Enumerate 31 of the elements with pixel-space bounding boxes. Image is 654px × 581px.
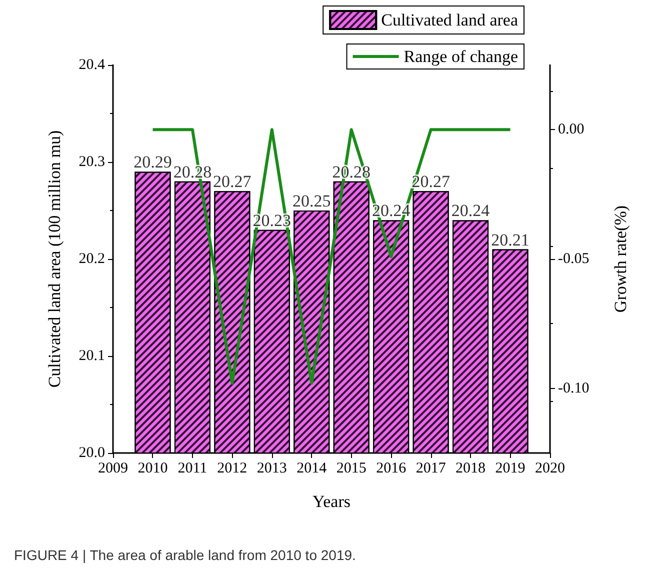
y2-tick-label: -0.10 (558, 380, 590, 396)
data-label: 20.27 (213, 172, 252, 192)
x-tick-label: 2018 (456, 460, 486, 476)
y-tick-label: 20.1 (78, 348, 105, 364)
y-axis-title: Cultivated land area (100 million mu) (45, 130, 64, 388)
x-tick-label: 2016 (376, 460, 407, 476)
legend-label: Range of change (404, 47, 518, 66)
x-tick-label: 2010 (138, 460, 168, 476)
y-tick-label: 20.3 (78, 154, 105, 170)
y2-tick-label: -0.05 (558, 251, 590, 267)
y-tick-label: 20.4 (78, 57, 106, 73)
x-tick-label: 2020 (535, 460, 565, 476)
x-tick-label: 2012 (217, 460, 248, 476)
x-axis-title: Years (312, 492, 350, 511)
x-tick-label: 2011 (178, 460, 208, 476)
y-tick-label: 20.0 (78, 445, 105, 461)
data-label: 20.29 (134, 152, 172, 172)
y2-axis-title: Growth rate(%) (611, 205, 630, 313)
legend-label: Cultivated land area (381, 10, 518, 30)
x-tick-label: 2019 (495, 460, 526, 476)
x-tick-label: 2017 (416, 460, 446, 476)
x-tick-label: 2009 (98, 460, 128, 476)
y-tick-label: 20.2 (78, 251, 105, 267)
x-tick-label: 2013 (256, 460, 287, 476)
data-label: 20.21 (491, 230, 530, 250)
caption: FIGURE 4 | The area of arable land from 2010 to 2019. (14, 547, 356, 563)
data-label: 20.25 (292, 192, 331, 210)
x-tick-label: 2014 (296, 460, 328, 476)
data-label: 20.24 (451, 201, 490, 220)
x-tick-label: 2015 (336, 460, 366, 476)
y2-tick-label: 0.00 (558, 122, 584, 138)
